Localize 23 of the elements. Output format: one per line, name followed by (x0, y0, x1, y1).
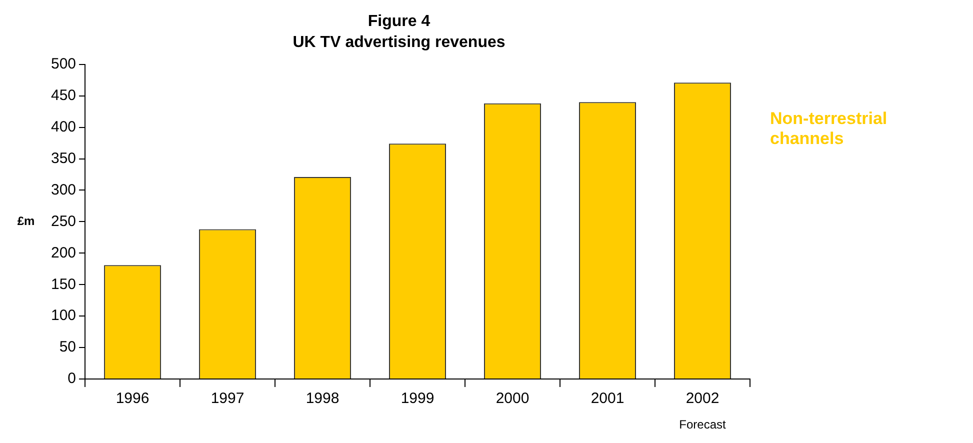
text: Forecast (679, 417, 727, 432)
y-tick-label: 450 (50, 87, 76, 104)
x-tick-label: 1996 (116, 390, 150, 408)
y-tick-label: 500 (50, 56, 76, 73)
x-tick-label: 1999 (400, 390, 434, 408)
y-tick-label: 250 (50, 212, 76, 230)
chart-subtitle: UK TV advertising revenues (292, 34, 506, 52)
x-tick-label: 2000 (496, 390, 530, 408)
x-tick-label: 2002 (686, 390, 720, 408)
y-tick-label: 100 (50, 307, 76, 324)
x-tick-label: 1997 (210, 390, 244, 408)
x-tick-label: 2001 (590, 390, 624, 408)
y-tick-label: 400 (50, 118, 76, 136)
y-tick-label: 0 (68, 370, 76, 388)
x-tick-label: 1998 (306, 390, 340, 408)
y-tick-label: 300 (50, 181, 76, 198)
y-tick-label: 200 (50, 244, 76, 262)
y-tick-label: 350 (50, 150, 76, 167)
y-tick-label: 50 (59, 338, 76, 356)
y-axis-title: £m (17, 214, 35, 228)
y-tick-label: 150 (50, 276, 76, 293)
text: Non-terrestrial channels (770, 109, 888, 148)
chart-title: Figure 4 (368, 13, 430, 30)
